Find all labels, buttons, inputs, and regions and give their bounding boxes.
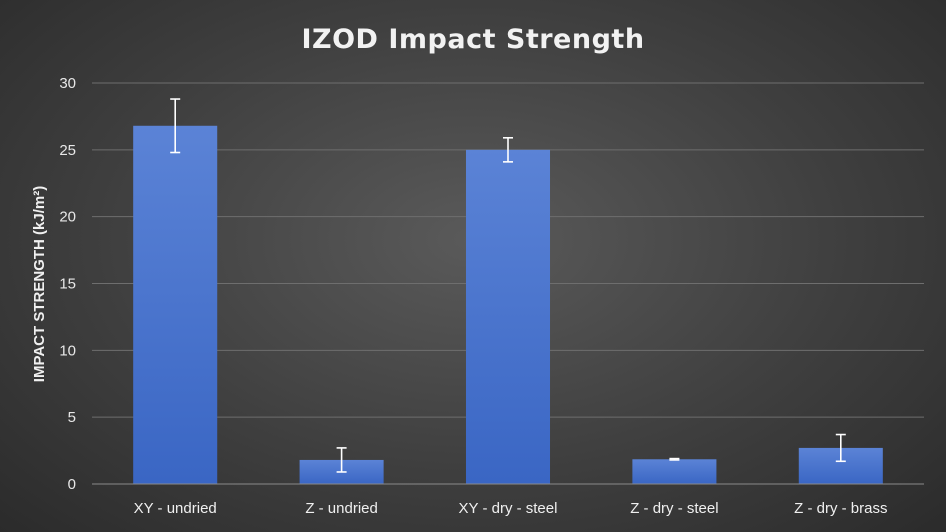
- error-bar: [503, 137, 513, 163]
- bar: [133, 125, 218, 485]
- x-tick-label: XY - dry - steel: [459, 500, 558, 517]
- x-tick-label: Z - undried: [305, 500, 378, 517]
- y-axis-label: IMPACT STRENGTH (kJ/m²): [31, 186, 48, 382]
- x-tick-label: XY - undried: [134, 500, 217, 517]
- error-bar: [170, 98, 181, 154]
- error-bar: [669, 457, 680, 461]
- y-tick-label: 15: [59, 276, 76, 293]
- y-tick-label: 30: [59, 75, 76, 92]
- error-bar: [336, 447, 347, 473]
- bar: [465, 149, 551, 485]
- bar: [632, 459, 717, 484]
- x-tick-label: Z - dry - steel: [630, 500, 718, 517]
- error-bars: [170, 98, 846, 473]
- y-tick-label: 5: [68, 409, 76, 426]
- y-tick-label: 0: [68, 476, 76, 493]
- x-tick-label: Z - dry - brass: [794, 500, 887, 517]
- bars: [133, 125, 883, 485]
- y-tick-label: 10: [59, 342, 76, 359]
- y-tick-label: 25: [59, 142, 76, 159]
- error-bar: [835, 433, 846, 463]
- x-axis-ticks: XY - undried Z - undried XY - dry - steel Z…: [134, 500, 888, 517]
- chart-title: IZOD Impact Strength: [301, 24, 644, 55]
- y-tick-label: 20: [59, 209, 76, 226]
- y-axis-ticks: 0 5 10 15 20 25 30: [59, 75, 76, 493]
